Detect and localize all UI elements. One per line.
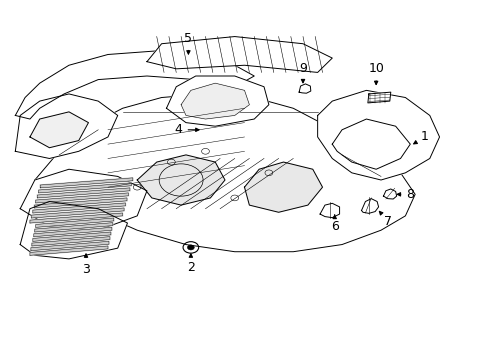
Polygon shape bbox=[34, 227, 112, 237]
Polygon shape bbox=[166, 76, 268, 126]
Polygon shape bbox=[317, 90, 439, 180]
Polygon shape bbox=[137, 155, 224, 205]
Polygon shape bbox=[32, 237, 110, 246]
Text: 1: 1 bbox=[413, 130, 428, 144]
Polygon shape bbox=[244, 162, 322, 212]
Polygon shape bbox=[35, 223, 113, 232]
Text: 4: 4 bbox=[174, 123, 199, 136]
Polygon shape bbox=[15, 94, 118, 158]
Polygon shape bbox=[30, 112, 88, 148]
Polygon shape bbox=[36, 218, 114, 227]
Polygon shape bbox=[31, 208, 124, 218]
Polygon shape bbox=[181, 83, 249, 119]
Polygon shape bbox=[34, 198, 127, 208]
Polygon shape bbox=[320, 203, 339, 218]
Text: 6: 6 bbox=[330, 215, 338, 233]
Text: 5: 5 bbox=[184, 32, 192, 54]
Polygon shape bbox=[40, 178, 133, 188]
Polygon shape bbox=[36, 193, 128, 203]
Polygon shape bbox=[15, 51, 254, 119]
Polygon shape bbox=[30, 213, 122, 223]
Text: 8: 8 bbox=[396, 188, 413, 201]
Text: 7: 7 bbox=[379, 211, 391, 228]
Circle shape bbox=[187, 245, 194, 250]
Polygon shape bbox=[35, 94, 414, 252]
Polygon shape bbox=[31, 241, 109, 251]
Polygon shape bbox=[299, 84, 310, 93]
Polygon shape bbox=[37, 188, 130, 198]
Polygon shape bbox=[30, 246, 108, 255]
Polygon shape bbox=[20, 169, 147, 230]
Text: 3: 3 bbox=[82, 254, 90, 276]
Polygon shape bbox=[33, 232, 111, 241]
Polygon shape bbox=[147, 37, 331, 72]
Polygon shape bbox=[367, 92, 390, 103]
Polygon shape bbox=[331, 119, 409, 169]
Text: 9: 9 bbox=[299, 62, 306, 83]
Polygon shape bbox=[20, 202, 127, 259]
Polygon shape bbox=[361, 199, 378, 213]
Polygon shape bbox=[383, 189, 396, 199]
Polygon shape bbox=[39, 183, 131, 193]
Polygon shape bbox=[33, 203, 125, 213]
Text: 2: 2 bbox=[186, 254, 194, 274]
Text: 10: 10 bbox=[367, 62, 383, 85]
